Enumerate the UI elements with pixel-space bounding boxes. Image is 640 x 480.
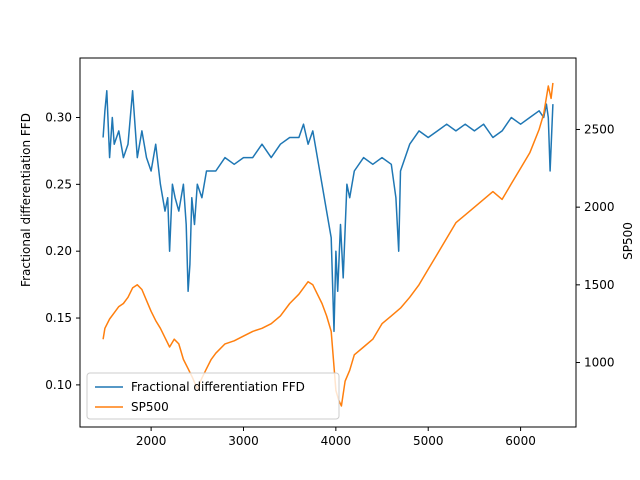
left-y-tick-label: 0.10 <box>45 378 72 392</box>
left-y-tick-label: 0.25 <box>45 177 72 191</box>
right-y-axis: 1000 1500 2000 2500 <box>576 122 615 370</box>
legend-label-ffd: Fractional differentiation FFD <box>131 380 305 394</box>
x-axis: 2000 3000 4000 5000 6000 <box>136 427 536 448</box>
plot-area <box>79 57 577 428</box>
left-y-axis-title: Fractional differentiation FFD <box>19 113 33 287</box>
x-tick-label: 3000 <box>228 434 259 448</box>
x-tick-label: 2000 <box>136 434 167 448</box>
x-tick-label: 6000 <box>505 434 536 448</box>
plot-frame <box>79 57 577 428</box>
legend: Fractional differentiation FFD SP500 <box>86 372 340 420</box>
left-y-axis: 0.10 0.15 0.20 0.25 0.30 <box>45 110 80 392</box>
left-y-tick-label: 0.30 <box>45 110 72 124</box>
legend-label-sp500: SP500 <box>131 400 169 414</box>
sp500-series-line <box>102 82 554 407</box>
right-y-axis-title: SP500 <box>621 222 635 260</box>
x-tick-label: 4000 <box>321 434 352 448</box>
right-y-tick-label: 1000 <box>584 356 615 370</box>
right-y-tick-label: 1500 <box>584 278 615 292</box>
right-y-tick-label: 2500 <box>584 122 615 136</box>
left-y-tick-label: 0.15 <box>45 311 72 325</box>
right-y-tick-label: 2000 <box>584 200 615 214</box>
x-tick-label: 5000 <box>413 434 444 448</box>
left-y-tick-label: 0.20 <box>45 244 72 258</box>
legend-box <box>86 372 340 420</box>
ffd-series-line <box>102 90 554 333</box>
